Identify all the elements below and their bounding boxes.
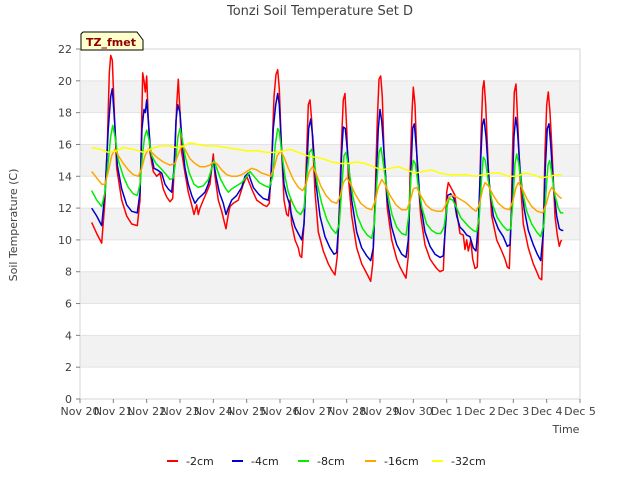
x-tick-label: Dec 3 — [497, 405, 529, 418]
x-tick-label: Nov 27 — [294, 405, 333, 418]
y-tick-label: 4 — [65, 329, 72, 342]
y-axis-label: Soil Temperature (C) — [7, 169, 20, 282]
x-tick-label: Nov 24 — [194, 405, 233, 418]
x-axis-label: Time — [552, 423, 580, 436]
x-tick-label: Dec 5 — [564, 405, 596, 418]
y-tick-label: 0 — [65, 393, 72, 406]
series-lines — [91, 54, 564, 283]
y-tick-label: 22 — [58, 43, 72, 56]
chart-title: Tonzi Soil Temperature Set D — [226, 4, 413, 19]
x-tick-label: Nov 29 — [361, 405, 400, 418]
x-tick-label: Nov 25 — [227, 405, 266, 418]
y-tick-label: 10 — [58, 234, 72, 247]
legend-label: -2cm — [186, 455, 214, 468]
y-tick-label: 20 — [58, 75, 72, 88]
badge-box — [80, 31, 144, 51]
y-tick-label: 2 — [65, 361, 72, 374]
legend-label: -32cm — [451, 455, 486, 468]
x-tick-label: Nov 20 — [61, 405, 100, 418]
x-tick-label: Nov 21 — [94, 405, 133, 418]
grid-band — [80, 80, 580, 113]
legend-label: -16cm — [384, 455, 419, 468]
badge-label: TZ_fmet — [86, 36, 136, 49]
badge: TZ_fmet — [80, 31, 144, 51]
x-tick-label: Nov 28 — [327, 405, 366, 418]
x-tick-label: Nov 30 — [394, 405, 433, 418]
x-tick-label: Dec 4 — [531, 405, 563, 418]
x-tick-label: Nov 26 — [261, 405, 300, 418]
y-axis: 0 2 4 6 8 10 12 14 16 18 20 22 — [58, 43, 80, 406]
x-tick-label: Nov 22 — [127, 405, 166, 418]
y-tick-label: 6 — [65, 298, 72, 311]
y-tick-label: 18 — [58, 107, 72, 120]
y-tick-label: 12 — [58, 202, 72, 215]
plot-frame — [79, 48, 581, 400]
series-line-16cmcm — [91, 145, 563, 214]
y-tick-label: 14 — [58, 170, 72, 183]
y-tick-label: 16 — [58, 138, 72, 151]
gridlines — [79, 48, 581, 400]
x-tick-label: Nov 23 — [161, 405, 200, 418]
grid-band — [80, 335, 580, 368]
series-line-32cmcm — [91, 142, 562, 179]
x-tick-label: Dec 2 — [464, 405, 496, 418]
legend-label: -8cm — [317, 455, 345, 468]
series-line-4cmcm — [91, 88, 564, 262]
legend: -2cm -4cm -8cm -16cm -32cm — [167, 455, 486, 468]
grid-band — [80, 271, 580, 304]
x-tick-label: Dec 1 — [431, 405, 463, 418]
y-tick-label: 8 — [65, 266, 72, 279]
legend-label: -4cm — [251, 455, 279, 468]
